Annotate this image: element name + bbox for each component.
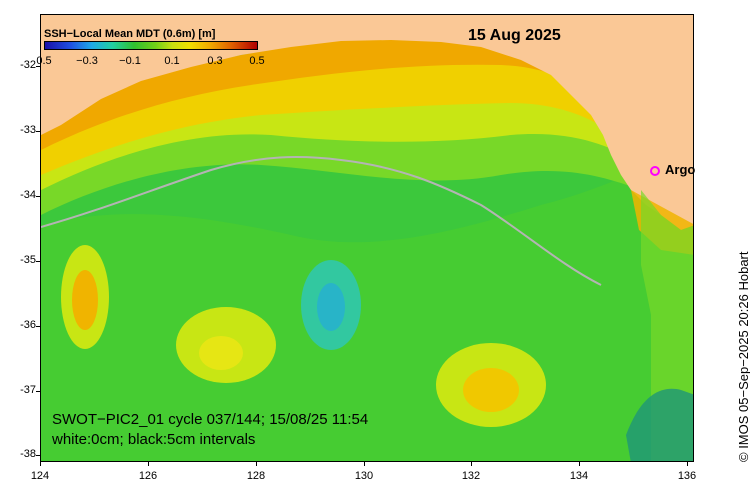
colorbar-label: 0.1 — [164, 55, 180, 67]
lon-tick: 130 — [354, 470, 374, 482]
ocean-field-shelf — [41, 114, 641, 215]
colorbar-title: SSH−Local Mean MDT (0.6m) [m] — [44, 28, 216, 40]
ocean-field-peak — [41, 29, 613, 151]
lat-tick: -37 — [20, 384, 36, 396]
colorbar-label: 0.5 — [249, 55, 265, 67]
cold-core-east — [626, 388, 693, 461]
lat-tick: -35 — [20, 254, 36, 266]
argo-legend-label: Argo — [665, 162, 696, 177]
colorbar-label: 0.5 — [36, 55, 52, 67]
lon-tick: 132 — [461, 470, 481, 482]
lon-tick: 126 — [138, 470, 158, 482]
lon-tick: 134 — [569, 470, 589, 482]
lon-tick: 124 — [30, 470, 50, 482]
lat-tick: -34 — [20, 189, 36, 201]
land-mainland — [41, 15, 693, 230]
lat-tick: -36 — [20, 319, 36, 331]
colorbar-label: −0.1 — [119, 55, 141, 67]
credit-text: © IMOS 05−Sep−2025 20:26 Hobart — [736, 251, 750, 463]
lon-tick: 128 — [246, 470, 266, 482]
lat-tick: -38 — [20, 448, 36, 460]
map-panel — [40, 14, 694, 462]
lon-tick: 136 — [677, 470, 697, 482]
lat-tick: -32 — [20, 59, 36, 71]
pass-info-line1: SWOT−PIC2_01 cycle 037/144; 15/08/25 11:… — [52, 411, 369, 428]
pass-info-line2: white:0cm; black:5cm intervals — [52, 431, 256, 448]
colorbar-label: 0.3 — [207, 55, 223, 67]
colorbar-label: −0.3 — [76, 55, 98, 67]
argo-float-icon — [650, 166, 660, 176]
ssh-map — [41, 15, 693, 461]
shelf-contour — [41, 156, 602, 286]
date-label: 15 Aug 2025 — [468, 27, 561, 44]
pass-info: SWOT−PIC2_01 cycle 037/144; 15/08/25 11:… — [52, 410, 368, 450]
lat-tick: -33 — [20, 124, 36, 136]
colorbar — [44, 41, 258, 50]
